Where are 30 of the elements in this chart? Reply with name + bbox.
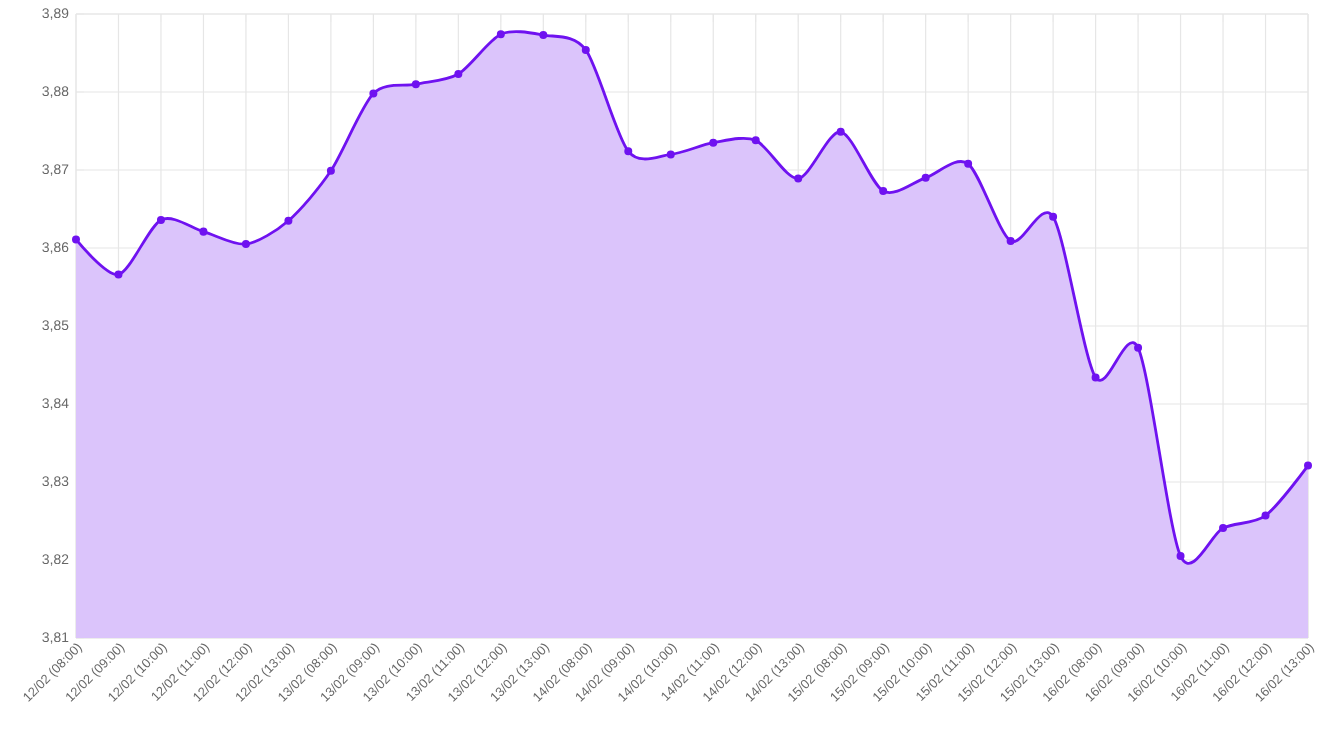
point bbox=[751, 136, 760, 145]
point bbox=[709, 138, 718, 147]
point bbox=[1176, 552, 1185, 561]
point bbox=[964, 159, 973, 168]
point bbox=[114, 270, 123, 279]
point bbox=[1134, 343, 1143, 352]
point bbox=[1091, 373, 1100, 382]
point bbox=[1049, 212, 1058, 221]
point bbox=[539, 31, 548, 40]
point bbox=[1304, 461, 1313, 470]
point bbox=[454, 70, 463, 79]
point bbox=[411, 80, 420, 89]
point bbox=[1261, 511, 1270, 520]
point bbox=[794, 174, 803, 183]
point bbox=[666, 150, 675, 159]
point bbox=[921, 173, 930, 182]
point bbox=[241, 240, 250, 249]
point bbox=[156, 215, 165, 224]
point bbox=[496, 30, 505, 39]
point bbox=[1219, 524, 1228, 533]
point bbox=[326, 166, 335, 175]
point bbox=[836, 127, 845, 136]
point bbox=[284, 216, 293, 225]
point bbox=[199, 227, 208, 236]
point bbox=[624, 147, 633, 156]
point bbox=[879, 187, 888, 196]
point bbox=[581, 45, 590, 54]
point bbox=[1006, 236, 1015, 245]
point bbox=[369, 89, 378, 98]
point bbox=[72, 235, 80, 244]
